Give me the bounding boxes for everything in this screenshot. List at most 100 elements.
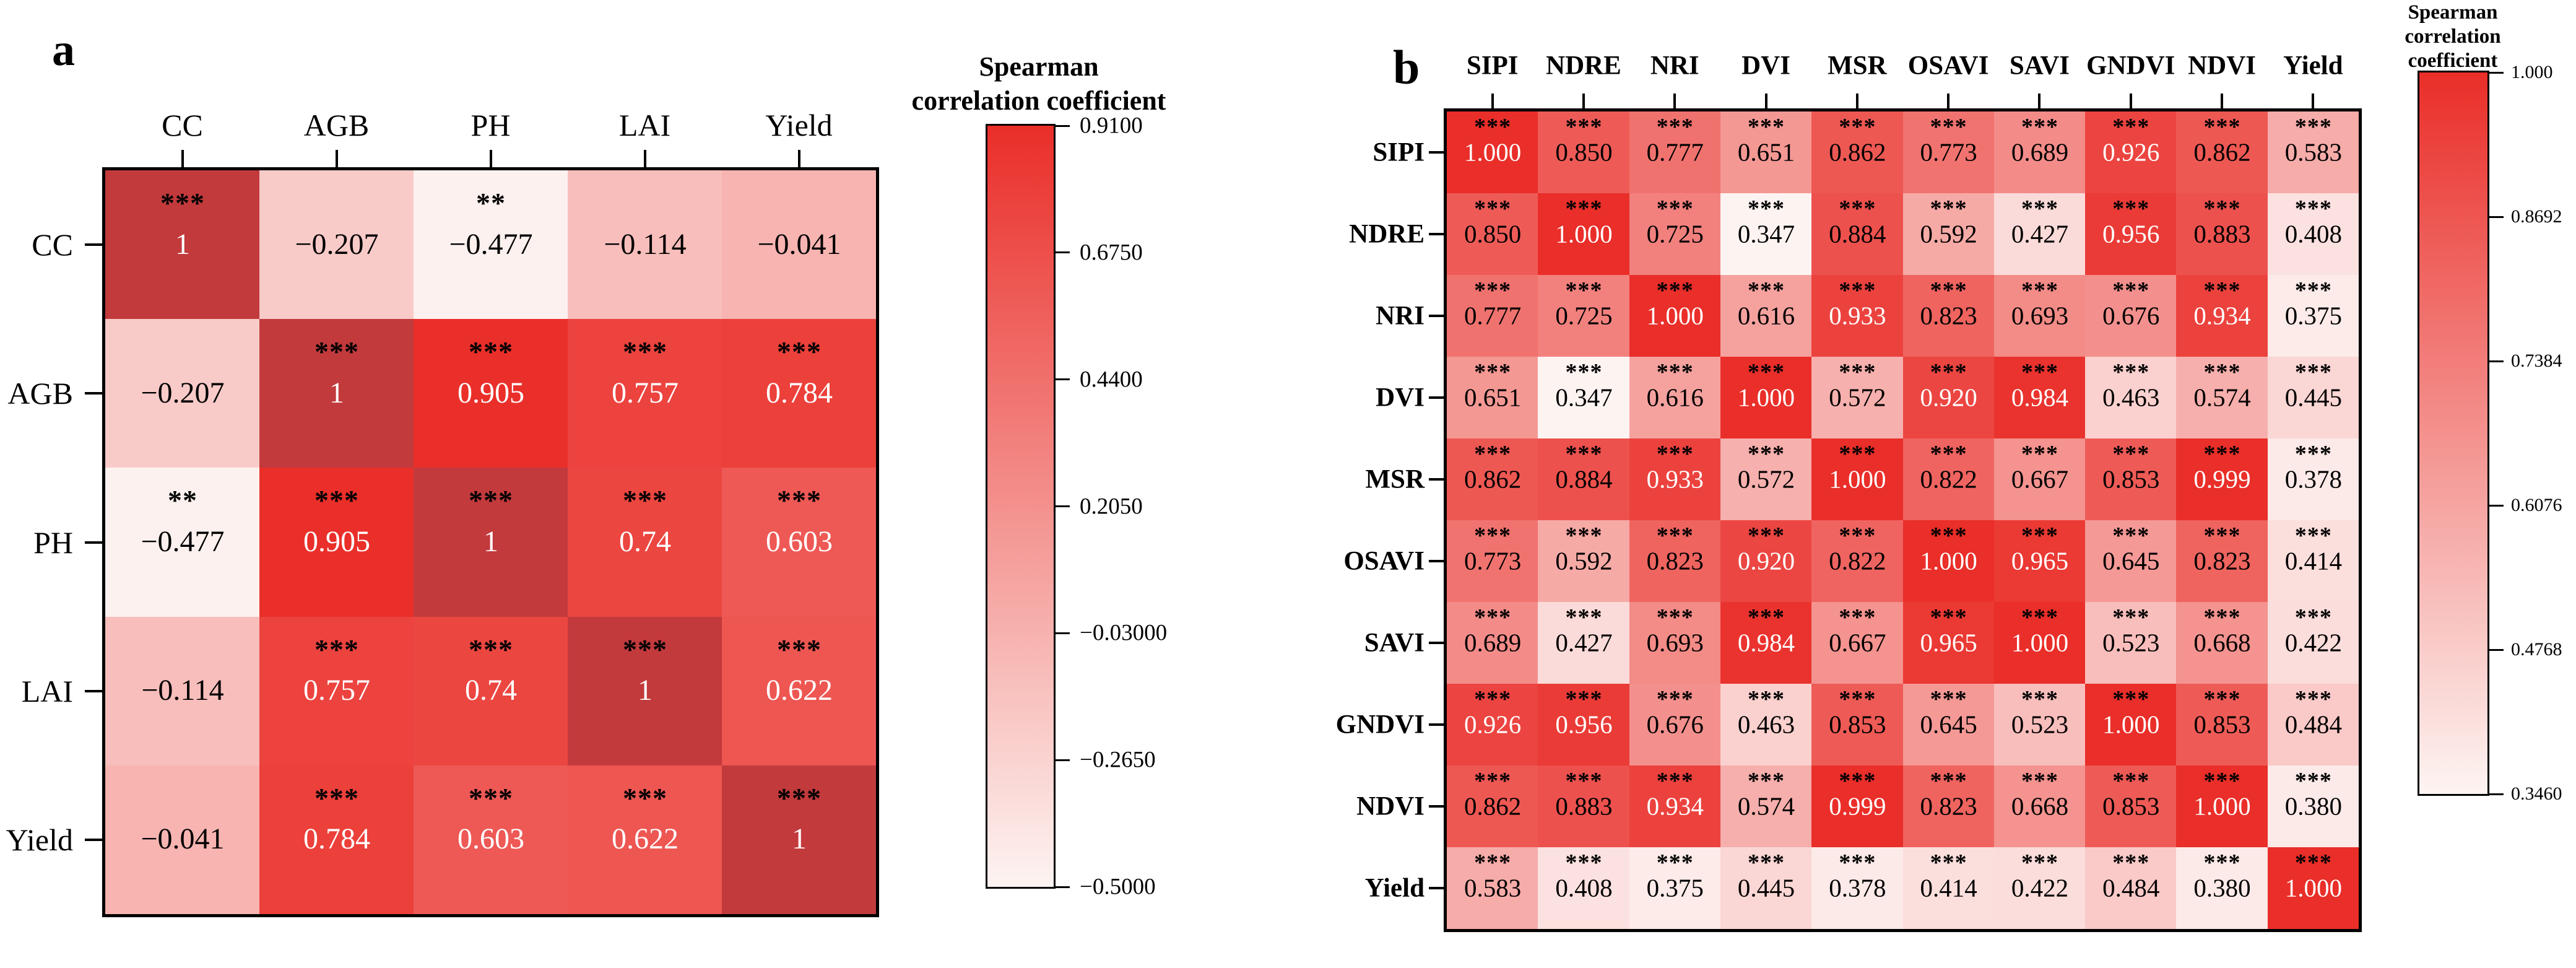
cell-value: 0.862 xyxy=(1464,791,1522,821)
heatmap-cell: −0.114 xyxy=(105,616,260,766)
significance-stars: *** xyxy=(2294,114,2332,140)
cell-value: 0.777 xyxy=(1464,301,1522,330)
column-label-lai: LAI xyxy=(618,108,671,142)
x-axis-tick xyxy=(2221,94,2224,108)
cell-value: 0.408 xyxy=(1555,873,1613,902)
colorbar-tick xyxy=(1054,632,1070,634)
cell-value: 0.862 xyxy=(2193,137,2251,167)
significance-stars: *** xyxy=(777,336,822,368)
significance-stars: *** xyxy=(777,633,822,665)
heatmap-cell: *** 0.853 xyxy=(1811,684,1904,766)
cell-value: 0.905 xyxy=(303,525,370,559)
significance-stars: *** xyxy=(2021,604,2058,630)
significance-stars: *** xyxy=(1930,114,1967,140)
significance-stars: *** xyxy=(1748,196,1785,222)
heatmap-cell: *** 0.427 xyxy=(1538,602,1630,684)
y-axis-tick xyxy=(1429,315,1444,317)
colorbar-b xyxy=(2418,71,2489,796)
cell-value: 0.667 xyxy=(1829,628,1886,657)
heatmap-cell: *** 0.926 xyxy=(1447,684,1539,766)
cell-value: 0.784 xyxy=(303,822,370,856)
cell-value: 0.378 xyxy=(1829,873,1886,902)
x-axis-tick xyxy=(2038,94,2041,108)
column-label-osavi: OSAVI xyxy=(1907,51,1989,81)
cell-value: 1.000 xyxy=(2011,628,2069,657)
heatmap-cell: *** 0.956 xyxy=(1538,684,1630,766)
cell-value: 0.463 xyxy=(1737,710,1795,739)
cell-value: 0.74 xyxy=(619,525,671,559)
row-label-lai: LAI xyxy=(21,673,73,709)
significance-stars: *** xyxy=(2294,277,2332,303)
heatmap-cell: *** 1 xyxy=(259,319,414,469)
heatmap-cell: *** 0.422 xyxy=(1993,847,2086,929)
colorbar-tick xyxy=(1054,759,1070,761)
significance-stars: *** xyxy=(1839,604,1876,630)
heatmap-cell: *** 0.622 xyxy=(568,765,722,914)
y-axis-tick xyxy=(1429,805,1444,808)
cell-value: 0.784 xyxy=(766,376,833,409)
cell-value: 0.408 xyxy=(2284,219,2342,248)
significance-stars: *** xyxy=(2203,114,2241,140)
significance-stars: *** xyxy=(1656,850,1694,876)
heatmap-cell: *** 0.934 xyxy=(1629,765,1721,848)
heatmap-cell: *** 0.862 xyxy=(1447,765,1539,848)
significance-stars: *** xyxy=(1839,359,1876,385)
heatmap-cell: *** 1.000 xyxy=(1993,602,2086,684)
significance-stars: *** xyxy=(1930,196,1967,222)
cell-value: 0.422 xyxy=(2011,873,2069,902)
cell-value: 0.583 xyxy=(1464,873,1522,902)
cell-value: 0.884 xyxy=(1555,464,1613,494)
heatmap-cell: *** 0.616 xyxy=(1629,357,1721,439)
significance-stars: *** xyxy=(2294,196,2332,222)
cell-value: 0.574 xyxy=(2193,383,2251,412)
x-axis-tick xyxy=(1947,94,1950,108)
cell-value: 0.823 xyxy=(1920,301,1977,330)
heatmap-cell: −0.041 xyxy=(722,170,876,320)
cell-value: −0.477 xyxy=(449,227,533,261)
cell-value: −0.114 xyxy=(141,674,224,707)
significance-stars: *** xyxy=(2021,768,2058,794)
significance-stars: *** xyxy=(314,484,359,517)
cell-value: 0.427 xyxy=(1555,628,1613,657)
colorbar-title: correlation xyxy=(2405,25,2501,48)
cell-value: 0.933 xyxy=(1646,464,1704,494)
colorbar-tick-label: 0.7384 xyxy=(2511,351,2562,371)
column-label-sipi: SIPI xyxy=(1466,51,1519,81)
column-label-cc: CC xyxy=(162,108,203,142)
cell-value: 0.984 xyxy=(2011,383,2069,412)
significance-stars: *** xyxy=(2203,850,2241,876)
row-label-savi: SAVI xyxy=(1364,628,1425,658)
heatmap-cell: *** 0.676 xyxy=(2085,275,2177,357)
significance-stars: *** xyxy=(469,782,513,814)
cell-value: −0.041 xyxy=(141,822,225,856)
cell-value: 0.920 xyxy=(1920,383,1977,412)
cell-value: 0.572 xyxy=(1737,464,1795,494)
column-label-gndvi: GNDVI xyxy=(2086,51,2175,81)
y-axis-tick xyxy=(1429,396,1444,399)
significance-stars: *** xyxy=(469,633,513,665)
heatmap-cell: *** 0.777 xyxy=(1447,275,1539,357)
heatmap-cell: *** 0.823 xyxy=(2176,520,2268,603)
row-label-yield: Yield xyxy=(6,822,73,857)
cell-value: 0.725 xyxy=(1555,301,1613,330)
significance-stars: *** xyxy=(1839,523,1876,549)
cell-value: 0.484 xyxy=(2284,710,2342,739)
significance-stars: *** xyxy=(1748,768,1785,794)
row-label-nri: NRI xyxy=(1376,301,1425,331)
cell-value: 1.000 xyxy=(2102,710,2160,739)
colorbar-tick-label: 0.8692 xyxy=(2511,206,2562,227)
heatmap-b: *** 1.000 *** 0.850 *** 0.777 *** 0.651 *** 0.862… xyxy=(1444,108,2362,932)
cell-value: 0.822 xyxy=(1829,546,1886,575)
significance-stars: *** xyxy=(469,336,513,368)
y-axis-tick xyxy=(1429,723,1444,726)
heatmap-cell: *** 0.984 xyxy=(1720,602,1813,684)
colorbar-tick xyxy=(1054,505,1070,507)
cell-value: 0.645 xyxy=(1920,710,1977,739)
heatmap-cell: *** 0.920 xyxy=(1902,357,1995,439)
heatmap-cell: *** 0.422 xyxy=(2267,602,2359,684)
cell-value: 0.463 xyxy=(2102,383,2160,412)
heatmap-cell: *** 0.574 xyxy=(1720,765,1813,848)
significance-stars: *** xyxy=(1565,686,1603,712)
colorbar-tick xyxy=(1054,886,1070,888)
cell-value: 0.445 xyxy=(1737,873,1795,902)
